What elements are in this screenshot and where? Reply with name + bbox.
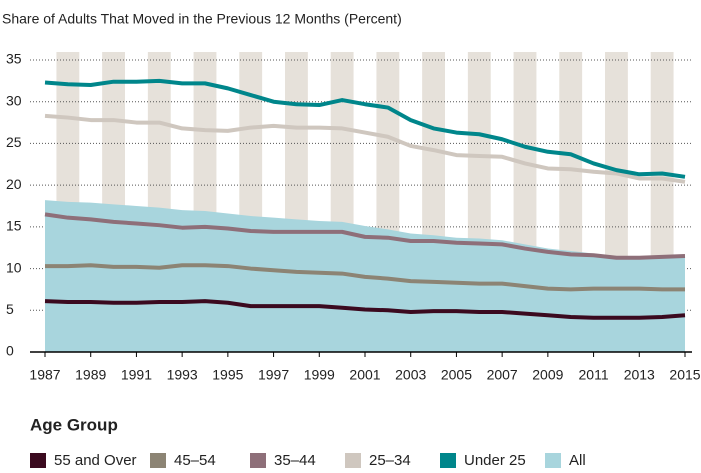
x-tick-label: 1987 xyxy=(29,367,60,383)
line xyxy=(44,299,686,320)
x-tick-label: 1997 xyxy=(258,367,289,383)
legend-label: Under 25 xyxy=(464,452,526,468)
x-tick-label: 1995 xyxy=(212,367,243,383)
line xyxy=(45,263,685,292)
legend-swatch xyxy=(345,453,361,468)
legend-label: 45–54 xyxy=(174,452,216,468)
legend-label: 25–34 xyxy=(369,452,411,468)
y-tick-label: 30 xyxy=(6,92,22,108)
line xyxy=(44,212,686,260)
y-tick-label: 0 xyxy=(6,343,14,359)
legend-swatch xyxy=(150,453,166,468)
legend-item: 55 and Over xyxy=(30,452,137,469)
x-tick-label: 1989 xyxy=(75,367,106,383)
y-tick-label: 25 xyxy=(6,134,22,150)
legend-item: 25–34 xyxy=(345,452,411,469)
legend-title: Age Group xyxy=(30,415,118,434)
legend-swatch xyxy=(545,453,561,468)
line xyxy=(44,113,686,184)
legend-item: 45–54 xyxy=(150,452,216,469)
x-tick-label: 2005 xyxy=(441,367,472,383)
y-tick-label: 10 xyxy=(6,259,22,275)
x-tick-label: 2007 xyxy=(487,367,518,383)
legend-swatch xyxy=(30,453,46,468)
x-tick-label: 2015 xyxy=(669,367,700,383)
legend-item: 35–44 xyxy=(250,452,316,469)
x-tick-label: 2009 xyxy=(532,367,563,383)
line xyxy=(44,78,686,179)
legend-label: All xyxy=(569,452,586,468)
chart-title: Share of Adults That Moved in the Previo… xyxy=(2,11,402,27)
x-tick-label: 2001 xyxy=(349,367,380,383)
x-tick-label: 1991 xyxy=(121,367,152,383)
x-tick-label: 2013 xyxy=(624,367,655,383)
legend-swatch xyxy=(250,453,266,468)
y-tick-label: 15 xyxy=(6,218,22,234)
x-tick-label: 2011 xyxy=(579,367,609,383)
legend-label: 55 and Over xyxy=(54,452,137,468)
legend-item: Under 25 xyxy=(440,452,526,469)
x-tick-label: 2003 xyxy=(395,367,426,383)
x-tick-label: 1993 xyxy=(167,367,198,383)
legend-label: 35–44 xyxy=(274,452,316,468)
x-tick-label: 1999 xyxy=(304,367,335,383)
y-tick-label: 35 xyxy=(6,51,22,67)
y-tick-label: 5 xyxy=(6,301,14,317)
legend-swatch xyxy=(440,453,456,468)
y-tick-label: 20 xyxy=(6,176,22,192)
legend-item: All xyxy=(545,452,586,469)
